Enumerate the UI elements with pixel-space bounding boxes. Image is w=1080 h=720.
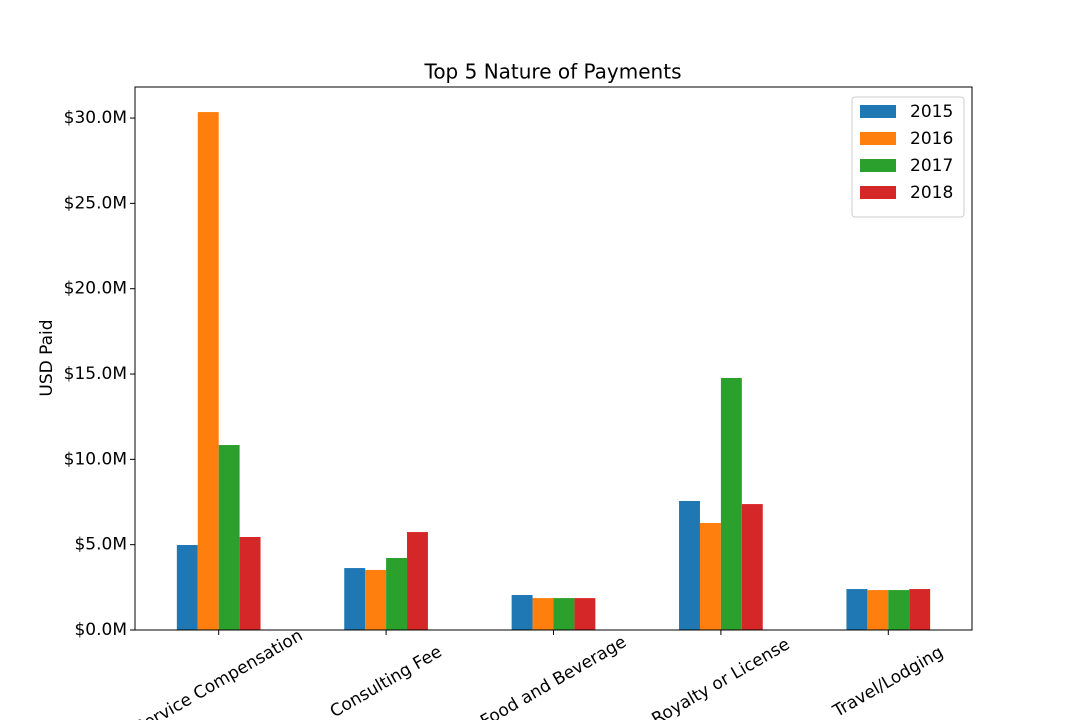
legend-swatch (860, 159, 896, 172)
bar (218, 445, 240, 630)
bar (197, 112, 219, 631)
legend-swatch (860, 105, 896, 118)
x-tick-label: Food and Beverage (477, 632, 630, 720)
legend-label: 2017 (910, 156, 953, 176)
bar (846, 589, 868, 630)
legend-label: 2015 (910, 102, 953, 122)
x-tick-label: Royalty or License (648, 634, 793, 720)
bar (888, 590, 910, 630)
bar (741, 504, 763, 630)
bar (511, 595, 533, 630)
y-axis-label: USD Paid (37, 319, 57, 396)
legend-label: 2018 (910, 183, 953, 203)
y-tick-label: $0.0M (74, 620, 127, 640)
bar (867, 590, 889, 630)
bar (407, 532, 428, 630)
x-tick-label: Service Compensation (131, 626, 306, 720)
legend-swatch (860, 132, 896, 145)
bar (574, 598, 596, 630)
y-tick-label: $5.0M (74, 535, 127, 555)
x-tick-label: Travel/Lodging (829, 642, 947, 720)
y-tick-label: $30.0M (64, 108, 127, 128)
bar (553, 598, 575, 630)
bar (699, 523, 721, 630)
bar (532, 598, 554, 630)
y-tick-label: $10.0M (64, 449, 127, 469)
y-tick-label: $25.0M (64, 193, 127, 213)
bar (176, 545, 198, 630)
bar (720, 377, 742, 630)
bar (365, 569, 387, 630)
bar (679, 500, 700, 630)
x-tick-label: Consulting Fee (327, 642, 446, 720)
y-tick-label: $20.0M (64, 279, 127, 299)
bar (909, 589, 931, 630)
legend-swatch (860, 186, 896, 199)
bar (386, 557, 408, 630)
bar (239, 536, 261, 630)
plot-frame (134, 86, 973, 631)
y-tick-label: $15.0M (64, 364, 127, 384)
chart-title: Top 5 Nature of Payments (424, 60, 682, 84)
bar (344, 568, 366, 630)
legend-label: 2016 (910, 129, 953, 149)
